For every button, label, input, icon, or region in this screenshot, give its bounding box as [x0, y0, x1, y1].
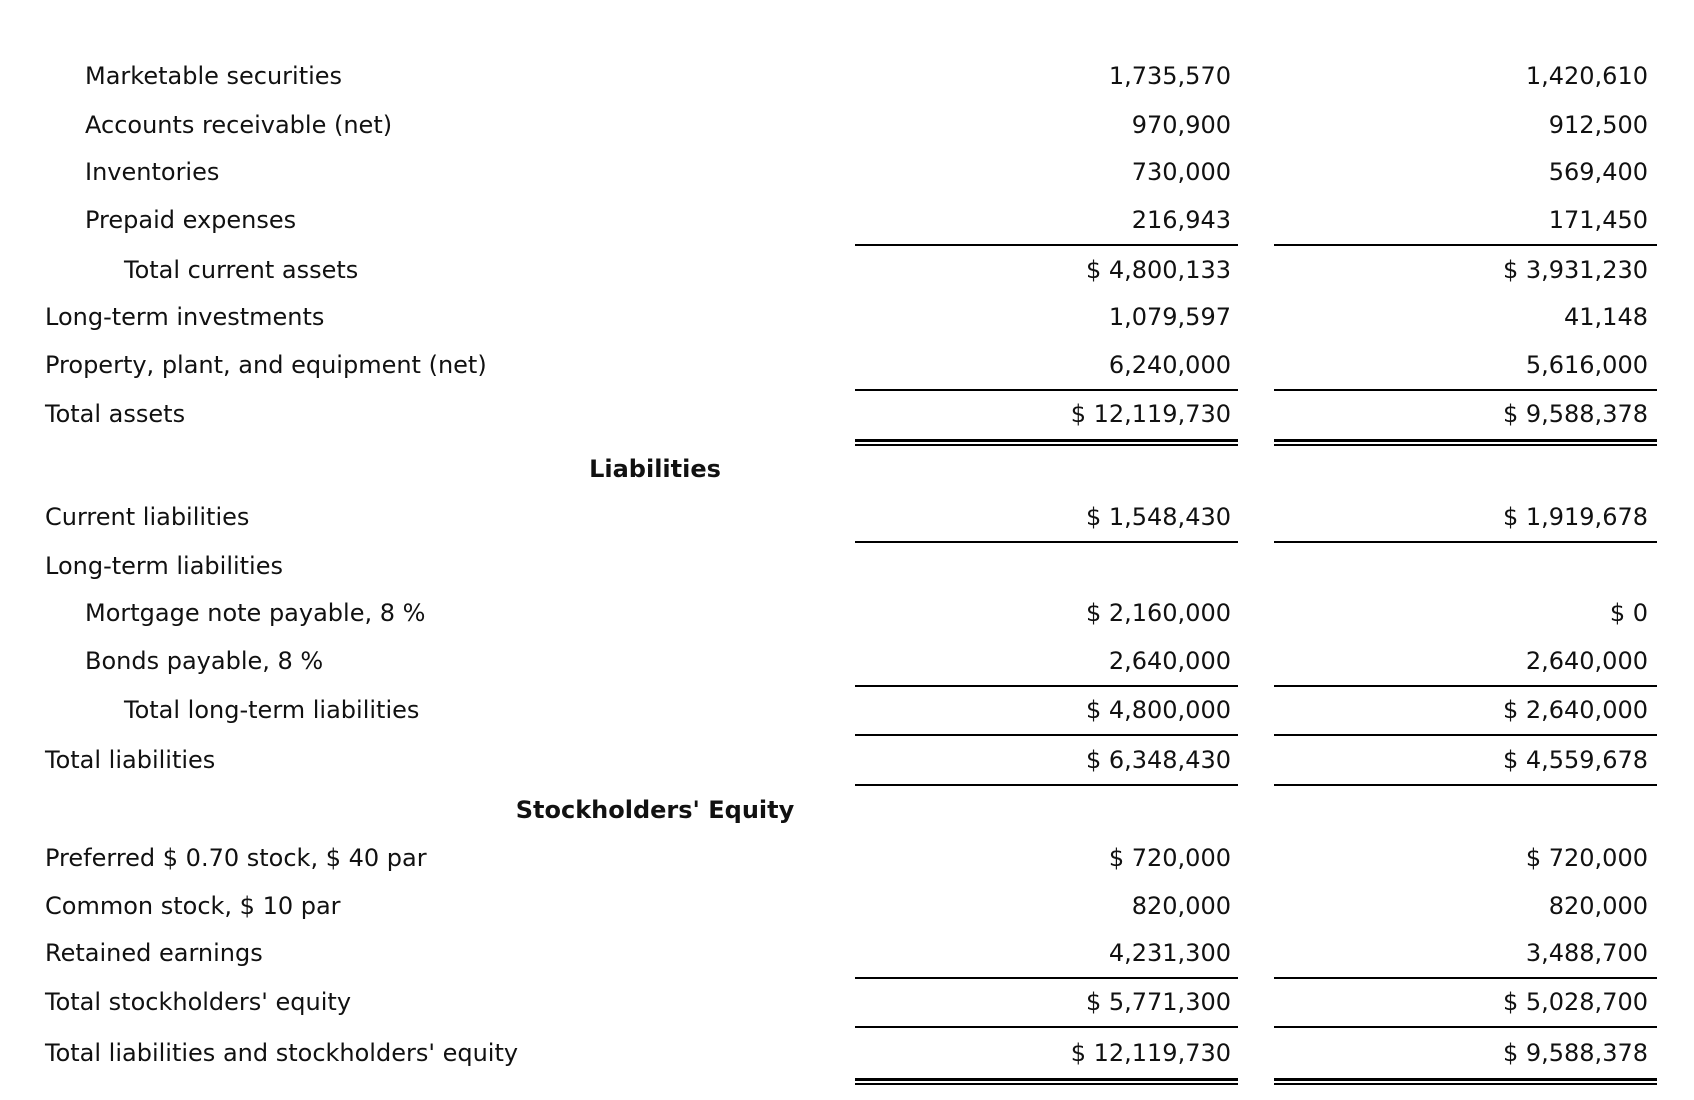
row-label: Retained earnings [45, 939, 263, 967]
value-prior-year: 41,148 [1564, 303, 1648, 331]
single-underline [1274, 244, 1657, 246]
value-prior-year: 1,420,610 [1525, 62, 1648, 90]
row-label: Accounts receivable (net) [85, 111, 393, 139]
single-underline [855, 685, 1238, 687]
value-current-year: $ 12,119,730 [1070, 400, 1231, 428]
single-underline [1274, 784, 1657, 786]
row-label: Bonds payable, 8 % [85, 647, 324, 675]
row-label: Marketable securities [85, 62, 343, 90]
single-underline [855, 977, 1238, 979]
double-underline [1274, 1078, 1657, 1085]
row-label: Preferred $ 0.70 stock, $ 40 par [45, 844, 427, 872]
value-prior-year: $ 3,931,230 [1502, 256, 1648, 284]
row-label: Prepaid expenses [85, 206, 297, 234]
value-current-year: 970,900 [1131, 111, 1231, 139]
double-underline [1274, 439, 1657, 446]
value-prior-year: $ 9,588,378 [1502, 1039, 1648, 1067]
single-underline [855, 389, 1238, 391]
value-current-year: $ 6,348,430 [1085, 746, 1231, 774]
value-current-year: $ 4,800,000 [1085, 696, 1231, 724]
value-current-year: 820,000 [1131, 892, 1231, 920]
row-label: Mortgage note payable, 8 % [85, 599, 426, 627]
value-current-year: $ 2,160,000 [1085, 599, 1231, 627]
section-heading: Stockholders' Equity [515, 796, 795, 824]
single-underline [855, 734, 1238, 736]
value-prior-year: 5,616,000 [1525, 351, 1648, 379]
value-current-year: $ 1,548,430 [1085, 503, 1231, 531]
single-underline [855, 784, 1238, 786]
row-label: Total long-term liabilities [124, 696, 420, 724]
value-current-year: 730,000 [1131, 158, 1231, 186]
value-prior-year: $ 5,028,700 [1502, 988, 1648, 1016]
value-prior-year: 3,488,700 [1525, 939, 1648, 967]
value-prior-year: 912,500 [1548, 111, 1648, 139]
value-current-year: 2,640,000 [1108, 647, 1231, 675]
value-current-year: $ 4,800,133 [1085, 256, 1231, 284]
row-label: Property, plant, and equipment (net) [45, 351, 487, 379]
single-underline [855, 244, 1238, 246]
single-underline [855, 541, 1238, 543]
value-prior-year: $ 1,919,678 [1502, 503, 1648, 531]
row-label: Total assets [45, 400, 186, 428]
single-underline [1274, 541, 1657, 543]
row-label: Inventories [85, 158, 220, 186]
value-prior-year: 820,000 [1548, 892, 1648, 920]
value-prior-year: $ 0 [1609, 599, 1648, 627]
double-underline [855, 439, 1238, 446]
value-current-year: $ 720,000 [1108, 844, 1231, 872]
value-current-year: 4,231,300 [1108, 939, 1231, 967]
section-heading: Liabilities [589, 455, 721, 483]
value-prior-year: $ 4,559,678 [1502, 746, 1648, 774]
single-underline [1274, 389, 1657, 391]
row-label: Current liabilities [45, 503, 250, 531]
value-current-year: 6,240,000 [1108, 351, 1231, 379]
single-underline [1274, 734, 1657, 736]
row-label: Total stockholders' equity [45, 988, 352, 1016]
value-prior-year: 2,640,000 [1525, 647, 1648, 675]
single-underline [1274, 977, 1657, 979]
value-current-year: 1,079,597 [1108, 303, 1231, 331]
value-prior-year: $ 2,640,000 [1502, 696, 1648, 724]
row-label: Total liabilities and stockholders' equi… [45, 1039, 519, 1067]
value-current-year: 1,735,570 [1108, 62, 1231, 90]
value-prior-year: 569,400 [1548, 158, 1648, 186]
value-prior-year: $ 720,000 [1525, 844, 1648, 872]
single-underline [1274, 685, 1657, 687]
value-prior-year: 171,450 [1548, 206, 1648, 234]
row-label: Total liabilities [45, 746, 216, 774]
value-current-year: $ 12,119,730 [1070, 1039, 1231, 1067]
single-underline [855, 1026, 1238, 1028]
single-underline [1274, 1026, 1657, 1028]
value-prior-year: $ 9,588,378 [1502, 400, 1648, 428]
row-label: Long-term liabilities [45, 552, 283, 580]
row-label: Long-term investments [45, 303, 325, 331]
value-current-year: $ 5,771,300 [1085, 988, 1231, 1016]
double-underline [855, 1078, 1238, 1085]
row-label: Total current assets [124, 256, 359, 284]
value-current-year: 216,943 [1131, 206, 1231, 234]
row-label: Common stock, $ 10 par [45, 892, 341, 920]
